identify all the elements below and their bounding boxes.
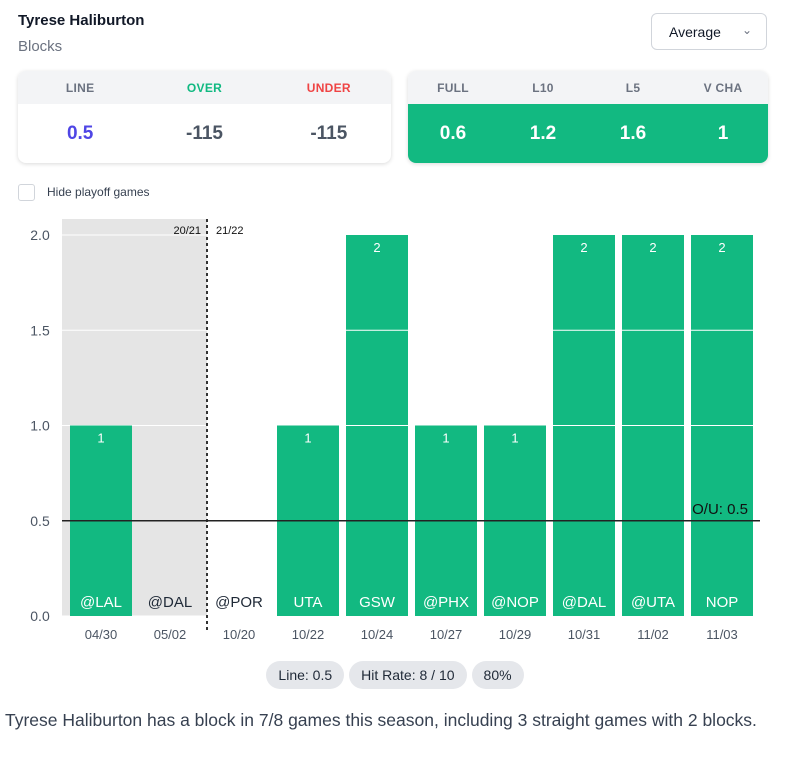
over-value: -115 bbox=[186, 122, 223, 144]
opponent-label: @UTA bbox=[631, 594, 675, 611]
y-tick-label: 1.0 bbox=[30, 418, 50, 434]
under-header: UNDER bbox=[266, 71, 391, 104]
bar-value-label: 1 bbox=[442, 431, 449, 446]
bar-value-label: 2 bbox=[649, 240, 656, 255]
date-label: 10/20 bbox=[223, 627, 256, 642]
line-pill: Line: 0.5 bbox=[266, 661, 345, 689]
bar-value-label: 1 bbox=[511, 431, 518, 446]
date-label: 04/30 bbox=[85, 627, 118, 642]
full-header: FULL bbox=[408, 71, 498, 104]
full-value: 0.6 bbox=[408, 104, 498, 163]
date-label: 10/27 bbox=[430, 627, 463, 642]
hide-playoff-label[interactable]: Hide playoff games bbox=[47, 185, 150, 199]
hit-rate-pill: Hit Rate: 8 / 10 bbox=[349, 661, 467, 689]
opponent-label: @DAL bbox=[148, 594, 192, 611]
y-tick-label: 1.5 bbox=[30, 322, 50, 338]
hit-pct-pill: 80% bbox=[471, 661, 524, 689]
date-label: 10/31 bbox=[568, 627, 601, 642]
hide-playoff-checkbox[interactable] bbox=[18, 184, 35, 201]
description: Tyrese Haliburton has a block in 7/8 gam… bbox=[5, 710, 757, 730]
bar-value-label: 1 bbox=[304, 431, 311, 446]
opponent-label: @NOP bbox=[491, 594, 539, 611]
vs-value: 1 bbox=[678, 104, 768, 163]
date-label: 10/29 bbox=[499, 627, 532, 642]
averages-card: FULL 0.6 L10 1.2 L5 1.6 V CHA 1 bbox=[408, 71, 768, 163]
date-label: 10/22 bbox=[292, 627, 325, 642]
opponent-label: @POR bbox=[215, 594, 263, 611]
opponent-label: @LAL bbox=[80, 594, 122, 611]
opponent-label: UTA bbox=[294, 594, 323, 611]
l5-header: L5 bbox=[588, 71, 678, 104]
vs-header: V CHA bbox=[678, 71, 768, 104]
odds-card: LINE 0.5 OVER -115 UNDER -115 bbox=[18, 71, 391, 163]
aggregation-select[interactable]: Average ⌄ bbox=[651, 13, 767, 50]
under-value: -115 bbox=[310, 122, 348, 144]
y-tick-label: 0.5 bbox=[30, 513, 50, 529]
date-label: 11/03 bbox=[706, 627, 738, 642]
y-tick-label: 0.0 bbox=[30, 608, 50, 624]
bar-value-label: 2 bbox=[580, 240, 587, 255]
player-name: Tyrese Haliburton bbox=[18, 12, 145, 29]
l5-value: 1.6 bbox=[588, 104, 678, 163]
y-tick-label: 2.0 bbox=[30, 227, 50, 243]
opponent-label: NOP bbox=[706, 594, 739, 611]
line-header: LINE bbox=[18, 71, 143, 104]
ou-line-label: O/U: 0.5 bbox=[692, 501, 748, 518]
blocks-chart: 0.0 0.5 1.0 1.5 2.0 1 @LAL 04/30 @DAL 05/02 @POR 10… bbox=[30, 219, 760, 642]
season-label-prev: 20/21 bbox=[173, 225, 201, 237]
date-label: 05/02 bbox=[154, 627, 187, 642]
opponent-label: @DAL bbox=[562, 594, 606, 611]
bar-value-label: 2 bbox=[718, 240, 725, 255]
date-label: 11/02 bbox=[637, 627, 669, 642]
over-header: OVER bbox=[142, 71, 267, 104]
stat-name: Blocks bbox=[18, 38, 63, 55]
select-value: Average bbox=[669, 23, 721, 40]
opponent-label: @PHX bbox=[423, 594, 469, 611]
summary-pills: Line: 0.5 Hit Rate: 8 / 10 80% bbox=[0, 661, 785, 689]
l10-value: 1.2 bbox=[498, 104, 588, 163]
bar-value-label: 2 bbox=[373, 240, 380, 255]
line-value: 0.5 bbox=[66, 122, 94, 144]
season-label-curr: 21/22 bbox=[216, 225, 244, 237]
opponent-label: GSW bbox=[359, 594, 396, 611]
l10-header: L10 bbox=[498, 71, 588, 104]
date-label: 10/24 bbox=[361, 627, 394, 642]
chevron-down-icon: ⌄ bbox=[741, 23, 752, 37]
bar-value-label: 1 bbox=[97, 431, 104, 446]
